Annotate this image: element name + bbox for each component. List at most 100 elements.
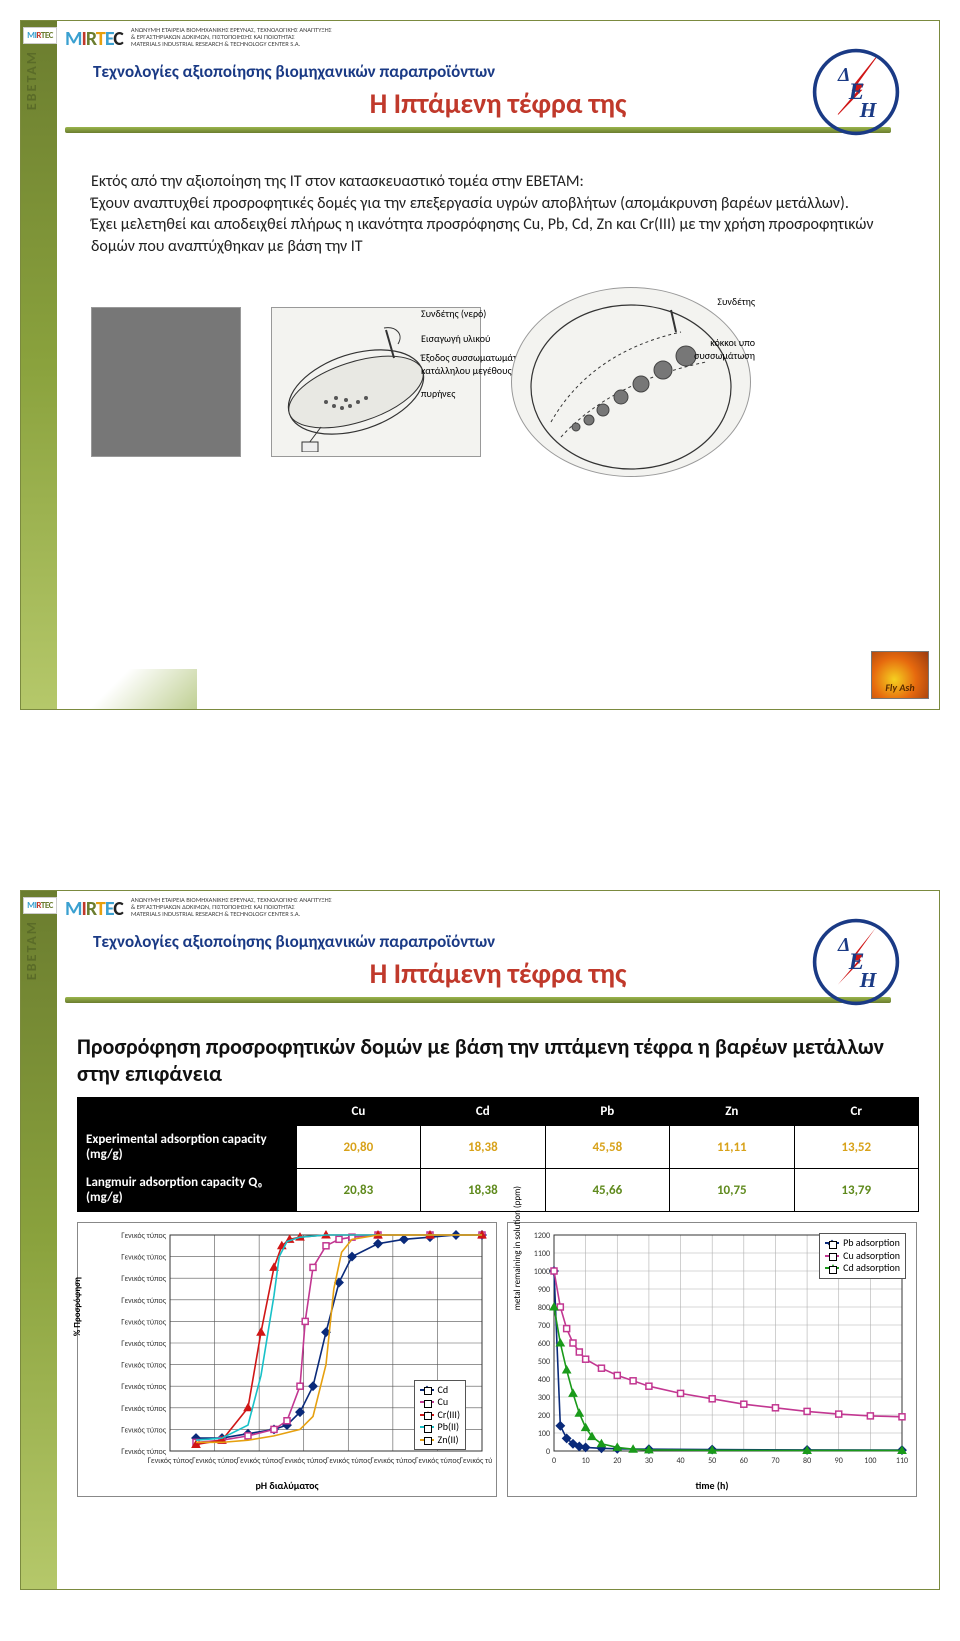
chart1-legend: CdCuCr(III)Pb(II)Zn(II)	[414, 1380, 466, 1451]
svg-text:Γενικός τύπος: Γενικός τύπος	[370, 1456, 416, 1466]
svg-text:400: 400	[538, 1375, 550, 1385]
svg-text:Γενικός τύπος: Γενικός τύπος	[121, 1231, 167, 1241]
svg-text:0: 0	[546, 1447, 550, 1457]
svg-text:1000: 1000	[534, 1267, 550, 1277]
granulator-photo	[91, 307, 241, 457]
svg-text:Γενικός τύπος: Γενικός τύπος	[237, 1456, 283, 1466]
svg-text:Γενικός τύπος: Γενικός τύπος	[281, 1456, 327, 1466]
dei-logo-2: Δ Ε Η	[811, 917, 901, 1007]
mirtec-mark-small-2: MIRTEC	[23, 897, 57, 914]
chart1-ylabel: % Προσρόφηση	[72, 1277, 83, 1336]
svg-text:70: 70	[771, 1456, 779, 1466]
title-rule	[65, 127, 891, 133]
svg-text:Γενικός τύπος: Γενικός τύπος	[121, 1425, 167, 1435]
slide2-content: Προσρόφηση προσροφητικών δομών με βάση τ…	[77, 1033, 919, 1497]
r2c2: 18,38	[421, 1169, 545, 1212]
table-corner	[78, 1098, 297, 1126]
mirtec-header: MIRTEC ΑΝΩΝΥΜΗ ΕΤΑΙΡΕΙΑ ΒΙΟΜΗΧΑΝΙΚΗΣ ΕΡΕ…	[65, 27, 931, 51]
slide1-header: MIRTEC ΑΝΩΝΥΜΗ ΕΤΑΙΡΕΙΑ ΒΙΟΜΗΧΑΝΙΚΗΣ ΕΡΕ…	[65, 27, 931, 157]
chart2-xlabel: time (h)	[512, 1479, 912, 1492]
svg-text:Γενικός τύπος: Γενικός τύπος	[121, 1296, 167, 1306]
r1c4: 11,11	[670, 1126, 794, 1169]
slide2-title: Η Ιπτάμενη τέφρα της	[125, 956, 871, 991]
mirtec-subtitle: ΑΝΩΝΥΜΗ ΕΤΑΙΡΕΙΑ ΒΙΟΜΗΧΑΝΙΚΗΣ ΕΡΕΥΝΑΣ, Τ…	[131, 27, 332, 48]
slide2-header: MIRTEC ΑΝΩΝΥΜΗ ΕΤΑΙΡΕΙΑ ΒΙΟΜΗΧΑΝΙΚΗΣ ΕΡΕ…	[65, 897, 931, 1027]
side-logo-stack-2: MIRTEC EBETAM	[23, 897, 57, 980]
chart2-legend: Pb adsorptionCu adsorptionCd adsorption	[819, 1233, 906, 1279]
ebetam-vertical: EBETAM	[23, 50, 40, 110]
svg-text:100: 100	[538, 1429, 550, 1439]
dei-logo: Δ Ε Η	[811, 47, 901, 137]
mirtec-mark-small: MIRTEC	[23, 27, 57, 44]
charts-row: % Προσρόφηση Γενικός τύποςΓενικός τύποςΓ…	[77, 1222, 919, 1497]
svg-text:110: 110	[896, 1456, 908, 1466]
svg-text:0: 0	[552, 1456, 556, 1466]
svg-text:30: 30	[645, 1456, 653, 1466]
row2-label: Langmuir adsorption capacity Q₀ (mg/g)	[78, 1169, 297, 1212]
label2-syndetis: Συνδέτης	[665, 295, 755, 308]
r2c1: 20,83	[296, 1169, 420, 1212]
svg-text:Γενικός τύπος: Γενικός τύπος	[460, 1456, 492, 1466]
mirtec-logo: MIRTEC	[65, 27, 123, 51]
svg-text:Γενικός τύπος: Γενικός τύπος	[148, 1456, 194, 1466]
col-cr: Cr	[794, 1098, 918, 1126]
svg-text:50: 50	[708, 1456, 716, 1466]
slide1-supertitle: Τεχνολογίες αξιοποίησης βιομηχανικών παρ…	[93, 61, 931, 82]
chart2-ylabel: metal remaining in solution (ppm)	[512, 1185, 523, 1309]
slide1-text-l1: Εκτός από την αξιοποίηση της ΙΤ στον κατ…	[91, 171, 909, 193]
slide1-title: Η Ιπτάμενη τέφρα της	[125, 86, 871, 121]
mirtec-logo-2: MIRTEC	[65, 897, 123, 921]
svg-text:700: 700	[538, 1321, 550, 1331]
svg-text:10: 10	[582, 1456, 590, 1466]
chart1-xlabel: pH διαλύματος	[82, 1479, 492, 1492]
col-zn: Zn	[670, 1098, 794, 1126]
svg-text:600: 600	[538, 1339, 550, 1349]
mirtec-subtitle-2: ΑΝΩΝΥΜΗ ΕΤΑΙΡΕΙΑ ΒΙΟΜΗΧΑΝΙΚΗΣ ΕΡΕΥΝΑΣ, Τ…	[131, 897, 332, 918]
svg-text:Γενικός τύπος: Γενικός τύπος	[121, 1317, 167, 1327]
r2c3: 45,66	[545, 1169, 669, 1212]
schematic2-labels: Συνδέτης κόκκοι υπο συσσωμάτωση	[665, 295, 755, 362]
slide1-content: Εκτός από την αξιοποίηση της ΙΤ στον κατ…	[91, 171, 909, 477]
title-rule-2	[65, 997, 891, 1003]
col-pb: Pb	[545, 1098, 669, 1126]
svg-text:Γενικός τύπος: Γενικός τύπος	[121, 1361, 167, 1371]
svg-text:Η: Η	[859, 968, 878, 992]
svg-text:Γενικός τύπος: Γενικός τύπος	[121, 1339, 167, 1349]
slide1-figures: Συνδέτης (νερό) Εισαγωγή υλικού Έξοδος σ…	[91, 287, 909, 477]
svg-text:90: 90	[835, 1456, 843, 1466]
svg-text:Η: Η	[859, 98, 878, 122]
mirtec-sub-line3: MATERIALS INDUSTRIAL RESEARCH & TECHNOLO…	[131, 41, 332, 48]
svg-text:Γενικός τύπος: Γενικός τύπος	[326, 1456, 372, 1466]
svg-text:1100: 1100	[534, 1249, 550, 1259]
side-accent-bar-2	[21, 891, 57, 1589]
svg-text:Γενικός τύπος: Γενικός τύπος	[415, 1456, 461, 1466]
row1-label: Experimental adsorption capacity (mg/g)	[78, 1126, 297, 1169]
svg-text:80: 80	[803, 1456, 811, 1466]
slide1-text-l2: Έχουν αναπτυχθεί προσροφητικές δομές για…	[91, 193, 909, 215]
r2c4: 10,75	[670, 1169, 794, 1212]
svg-text:200: 200	[538, 1411, 550, 1421]
svg-text:40: 40	[676, 1456, 684, 1466]
svg-text:60: 60	[740, 1456, 748, 1466]
slide1-text-l3: Έχει μελετηθεί και αποδειχθεί πλήρως η ι…	[91, 214, 909, 257]
svg-text:20: 20	[613, 1456, 621, 1466]
svg-text:Γενικός τύπος: Γενικός τύπος	[121, 1253, 167, 1263]
mirtec-sub2-l3: MATERIALS INDUSTRIAL RESEARCH & TECHNOLO…	[131, 911, 332, 918]
svg-text:800: 800	[538, 1303, 550, 1313]
svg-text:100: 100	[864, 1456, 876, 1466]
svg-text:Γενικός τύπος: Γενικός τύπος	[121, 1404, 167, 1414]
slide-2: MIRTEC EBETAM MIRTEC ΑΝΩΝΥΜΗ ΕΤΑΙΡΕΙΑ ΒΙ…	[20, 890, 940, 1590]
label2-kokkoi: κόκκοι υπο συσσωμάτωση	[665, 336, 755, 362]
slide-1: MIRTEC EBETAM MIRTEC ΑΝΩΝΥΜΗ ΕΤΑΙΡΕΙΑ ΒΙ…	[20, 20, 940, 710]
chart-time-remaining: 0100200300400500600700800900100011001200…	[507, 1222, 917, 1497]
r1c5: 13,52	[794, 1126, 918, 1169]
chart-ph-adsorption: % Προσρόφηση Γενικός τύποςΓενικός τύποςΓ…	[77, 1222, 497, 1497]
adsorption-table: Cu Cd Pb Zn Cr Experimental adsorption c…	[77, 1097, 919, 1212]
svg-text:Γενικός τύπος: Γενικός τύπος	[121, 1274, 167, 1284]
svg-text:1200: 1200	[534, 1231, 550, 1241]
leaf-corner-deco	[57, 669, 197, 709]
col-cd: Cd	[421, 1098, 545, 1126]
r2c5: 13,79	[794, 1169, 918, 1212]
table-row: Experimental adsorption capacity (mg/g) …	[78, 1126, 919, 1169]
svg-text:Γενικός τύπος: Γενικός τύπος	[121, 1382, 167, 1392]
